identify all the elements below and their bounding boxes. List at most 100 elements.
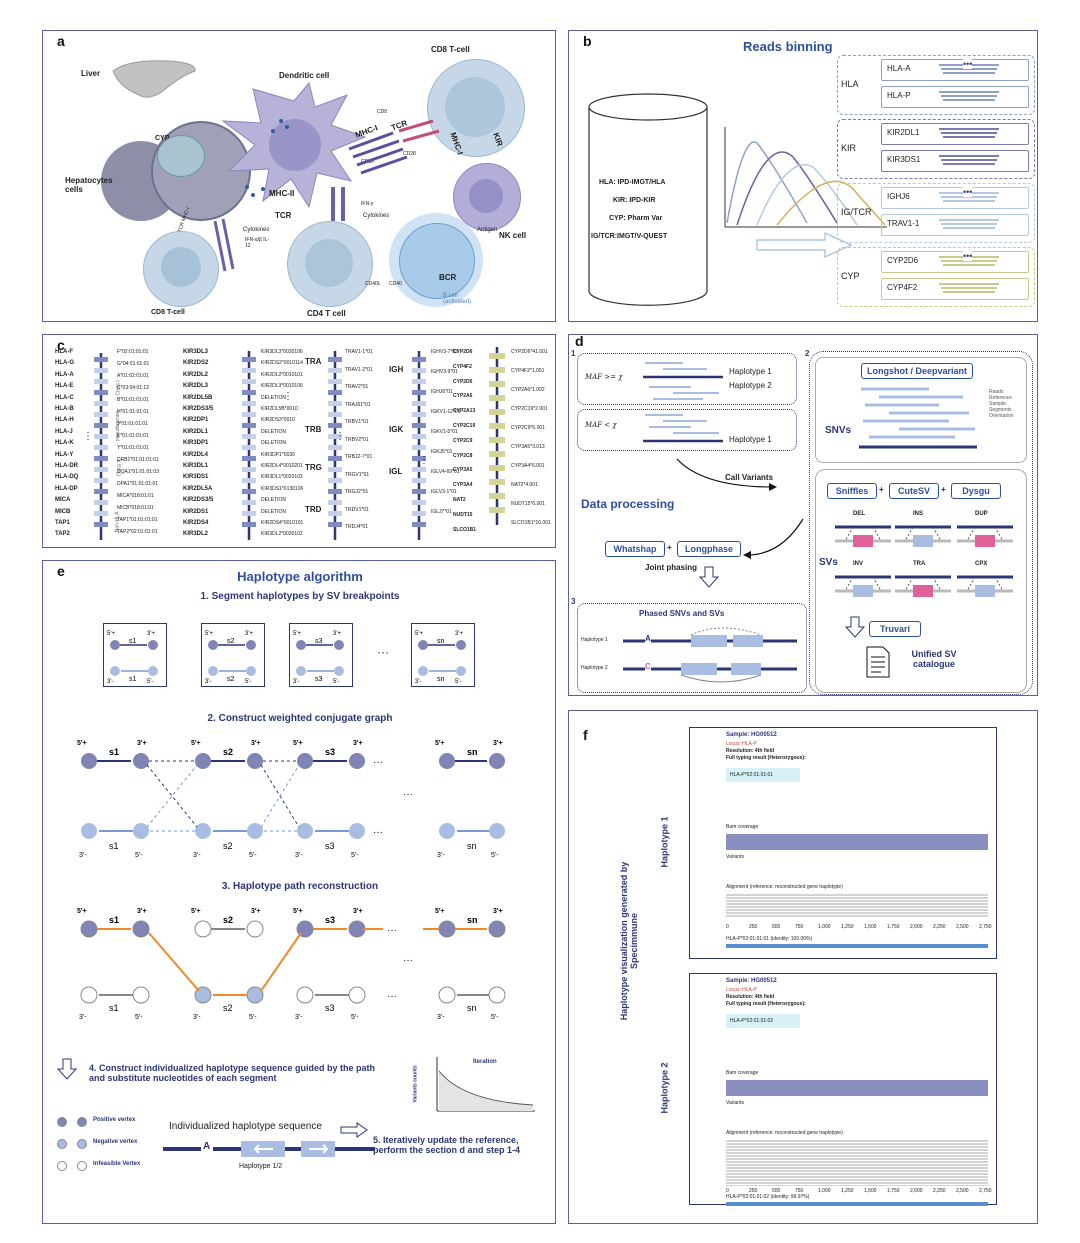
segment-box xyxy=(201,623,265,687)
liver-icon xyxy=(112,60,196,98)
panel-a: a Liver Hepatocytes cells CYP TCR MHC-I … xyxy=(42,30,556,322)
gene-name: CYP2D6 xyxy=(887,256,919,265)
segment-glyph: 5'+ 3'+ s2 3'- 5'- s2 xyxy=(205,631,256,685)
svg-text:5'+: 5'+ xyxy=(205,631,213,637)
phased-tracks xyxy=(623,627,797,683)
identity-bar xyxy=(726,944,988,948)
read-bar xyxy=(941,132,997,134)
ruler-tick: 2,000 xyxy=(910,1188,923,1194)
svg-text:s1: s1 xyxy=(109,747,119,757)
svg-text:s3: s3 xyxy=(325,747,335,757)
segment-glyph: 5'+ 3'+ sn 3'- 5'- sn xyxy=(415,631,466,685)
ruler-tick: 1,500 xyxy=(864,1188,877,1194)
panel-f: f Haplotype visualization generated by S… xyxy=(568,710,1038,1224)
gene-group-box xyxy=(837,55,1035,115)
ig-allele: IGKJ5*01 xyxy=(431,449,453,455)
ruler-tick: 500 xyxy=(772,1188,781,1194)
svg-text:3'+: 3'+ xyxy=(353,740,363,747)
gene-box xyxy=(881,214,1029,236)
legend-orientation: Orientation xyxy=(989,413,1014,419)
cyp-gene: CYP2C8 xyxy=(453,452,473,459)
read-bar xyxy=(941,68,997,70)
segment-glyph: 5'+ 3'+ s3 3'- 5'- s3 xyxy=(293,631,344,685)
cd8-top-label: CD8 T-cell xyxy=(431,45,470,54)
ruler-tick: 0 xyxy=(726,1188,729,1194)
legend-segments: Segments xyxy=(989,407,1012,413)
hla-gene: HLA-H xyxy=(55,417,74,424)
svg-text:s3: s3 xyxy=(315,638,323,645)
ruler-tick: 0 xyxy=(726,924,729,930)
call-variants: Call Variants xyxy=(725,473,774,482)
tcr-gene: TRA xyxy=(305,357,322,366)
db-hla: HLA: IPD-IMGT/HLA xyxy=(599,179,666,186)
dysgu-tool: Dysgu xyxy=(951,483,1001,499)
gene-group-box xyxy=(837,183,1035,243)
ruler-tick: 2,750 xyxy=(979,924,992,930)
kir-gene: KIR2DS2 xyxy=(183,360,209,367)
tcr-allele: TRBV1*01 xyxy=(345,419,369,425)
gene-tracks xyxy=(94,347,505,540)
legend-reference: Reference xyxy=(989,395,1013,401)
gene-box xyxy=(881,251,1029,273)
sv-type-glyph xyxy=(835,525,891,547)
gene-name: CYP4F2 xyxy=(887,283,918,292)
cyp-allele: CYP2A6*1.002 xyxy=(511,387,545,393)
alignment-label: Alignment (reference: reconstructed gene… xyxy=(726,1130,843,1136)
sv-type-label: INS xyxy=(913,511,924,517)
svg-text:3'+: 3'+ xyxy=(353,908,363,915)
ifn-label: IFN-γ xyxy=(361,201,374,207)
cyp-allele: CYP3A5*3.013 xyxy=(511,444,545,450)
svg-text:5'+: 5'+ xyxy=(77,740,87,747)
sniffles-tool: Sniffles xyxy=(827,483,877,499)
database-cylinder xyxy=(588,93,708,306)
read-bar xyxy=(939,128,999,130)
sv-type-glyph xyxy=(957,575,1013,597)
ruler-tick: 1,500 xyxy=(864,924,877,930)
hla-allele: B*01:01:01:01 xyxy=(117,397,149,403)
hla-allele: C*03:04:01:12 xyxy=(117,385,149,391)
svg-text:3'-: 3'- xyxy=(79,852,87,859)
full-typing-label: Full typing result (Heterozygous): xyxy=(726,755,806,761)
cyp-gene: CYP2D6 xyxy=(453,349,473,355)
svg-text:5'-: 5'- xyxy=(491,1014,499,1021)
segment-box xyxy=(289,623,353,687)
vertical-ellipsis: ⋮ xyxy=(335,431,345,442)
maf-high-box xyxy=(577,353,797,405)
gene-box xyxy=(881,59,1029,81)
antigen-label: Antigen xyxy=(477,227,498,233)
svg-text:3'-: 3'- xyxy=(293,679,299,685)
cyp-allele: CYP2C9*6.001 xyxy=(511,425,545,431)
panel-d-label: d xyxy=(575,333,584,349)
dendritic-cell-shape xyxy=(221,81,367,209)
ruler-tick: 1,750 xyxy=(887,924,900,930)
read-bar xyxy=(943,163,995,165)
read-bar xyxy=(939,91,999,93)
vertex-legend-label: Infeasible Vertex xyxy=(93,1161,141,1167)
cd4-nucleus xyxy=(305,239,353,287)
segment-box xyxy=(411,623,475,687)
vertical-ellipsis: ⋮ xyxy=(419,455,429,466)
panel-e: e Haplotype algorithm 1. Segment haploty… xyxy=(42,560,556,1224)
svg-text:s1: s1 xyxy=(129,676,137,683)
svg-text:s2: s2 xyxy=(227,638,235,645)
kir-allele: KIR2DS4*0010101 xyxy=(261,520,304,526)
cd8-bottom-label: CD8 T-cell xyxy=(151,309,185,316)
gene-group-name: IG/TCR xyxy=(841,207,872,217)
svg-text:5'-: 5'- xyxy=(135,852,143,859)
read-bar xyxy=(943,227,995,229)
hap-label: Haplotype 2 xyxy=(659,1062,670,1114)
svg-text:5'+: 5'+ xyxy=(107,631,115,637)
cd40-label: CD40 xyxy=(389,281,402,287)
panel-a-label: a xyxy=(57,33,65,49)
hla-allele: G*04:01:01:01 xyxy=(117,361,150,367)
tcr-gene: TRB xyxy=(305,425,322,434)
vertex-swatch xyxy=(77,1139,87,1149)
kir-allele: KIR3DL2*0030102 xyxy=(261,531,303,538)
panel-b-label: b xyxy=(583,33,592,49)
cyp-allele: NUDT15*6.001 xyxy=(511,501,545,507)
cyp-gene: SLCO1B1 xyxy=(453,526,477,533)
sv-type-label: CPX xyxy=(975,561,988,567)
cd40l-label: CD40L xyxy=(365,281,381,287)
kir-gene: KIR2DL3 xyxy=(183,383,209,390)
ruler-tick: 2,000 xyxy=(910,924,923,930)
